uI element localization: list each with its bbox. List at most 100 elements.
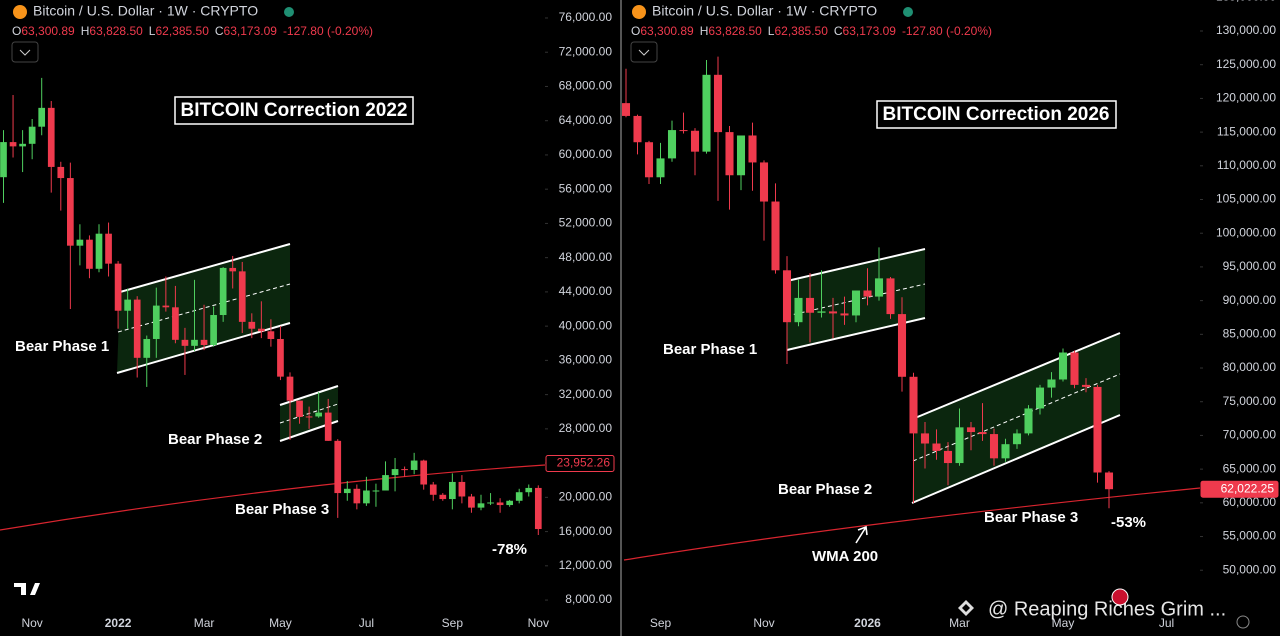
- x-tick-label: Nov: [21, 616, 42, 630]
- y-tick-label: 90,000.00: [1223, 293, 1277, 307]
- candle-body: [181, 339, 189, 346]
- candle-body: [391, 469, 399, 476]
- candle-body: [76, 239, 84, 246]
- y-tick-label: 44,000.00: [559, 284, 613, 298]
- y-tick-label: 135,000.00: [1216, 0, 1276, 3]
- candle-body: [468, 496, 475, 508]
- arrow: [855, 525, 868, 544]
- x-tick-label: Mar: [949, 616, 970, 630]
- candle-body: [38, 107, 46, 127]
- candle-body: [420, 460, 428, 485]
- y-tick-label: 8,000.00: [565, 592, 612, 606]
- annotation: Bear Phase 3: [984, 509, 1078, 526]
- y-tick-label: 40,000.00: [559, 318, 613, 332]
- y-tick-label: 70,000.00: [1223, 428, 1277, 442]
- ohlc-row: O63,300.89 H63,828.50 L62,385.50 C63,173.09…: [631, 24, 992, 38]
- candle-body: [633, 115, 642, 143]
- y-tick-label: 48,000.00: [559, 250, 613, 264]
- candle-body: [515, 492, 523, 501]
- symbol: Bitcoin / U.S. Dollar · 1W · CRYPTO: [652, 3, 877, 19]
- ohlc-value: 63,173.09: [224, 24, 278, 38]
- candle-body: [874, 278, 884, 297]
- candle-body: [286, 376, 294, 401]
- y-tick-label: 85,000.00: [1223, 326, 1277, 340]
- price-label: 23,952.26: [557, 456, 611, 470]
- candle-body: [449, 481, 456, 500]
- settings-icon[interactable]: [1236, 615, 1250, 629]
- candle-body: [1035, 387, 1045, 409]
- candle-body: [1024, 408, 1033, 434]
- candle-body: [267, 331, 275, 339]
- channel-line: [914, 332, 1121, 419]
- price-label-box: [1200, 480, 1279, 498]
- x-tick-label: Jul: [359, 616, 374, 630]
- y-tick-label: 55,000.00: [1223, 529, 1277, 543]
- x-tick-label: May: [1052, 616, 1075, 630]
- x-tick-label: 2022: [105, 616, 132, 630]
- channel: [912, 333, 1120, 503]
- candle-body: [966, 427, 976, 433]
- candle-body: [477, 503, 485, 508]
- y-tick-label: 105,000.00: [1216, 192, 1276, 206]
- candle-body: [86, 239, 93, 269]
- x-tick-label: 2026: [854, 616, 881, 630]
- candle-body: [229, 267, 237, 272]
- ohlc-key: H: [700, 24, 709, 38]
- candle-body: [47, 107, 55, 167]
- price-label-box: [545, 455, 615, 473]
- ohlc-value: 62,385.50: [155, 24, 209, 38]
- candle-body: [152, 305, 160, 339]
- candle-body: [324, 412, 332, 441]
- candle-body: [748, 135, 757, 163]
- candle-body: [679, 130, 688, 132]
- candle-body: [1070, 352, 1079, 385]
- y-tick-label: 68,000.00: [559, 79, 613, 93]
- x-tick-label: Mar: [194, 616, 215, 630]
- candle-body: [133, 299, 141, 358]
- wma-line: [0, 464, 546, 531]
- candle-body: [343, 488, 351, 494]
- candle-body: [1001, 444, 1010, 459]
- y-tick-label: 120,000.00: [1216, 91, 1276, 105]
- candle-body: [805, 297, 815, 313]
- candle-body: [525, 487, 533, 493]
- x-tick-label: May: [269, 616, 292, 630]
- y-tick-label: 12,000.00: [559, 558, 613, 572]
- candle-body: [105, 233, 112, 264]
- candle-body: [759, 162, 769, 202]
- candle-body: [978, 432, 987, 435]
- candle-body: [200, 339, 208, 345]
- candle-body: [143, 338, 151, 358]
- y-tick-label: 52,000.00: [559, 216, 613, 230]
- candle-body: [725, 132, 734, 176]
- candle-body: [0, 142, 7, 178]
- candle-body: [277, 338, 284, 377]
- collapse-button[interactable]: [11, 41, 39, 63]
- candle-body: [305, 416, 313, 418]
- candle-body: [28, 126, 36, 144]
- candle-body: [886, 278, 895, 315]
- candle-body: [95, 233, 103, 269]
- candle-body: [920, 433, 930, 444]
- candle-body: [429, 484, 437, 495]
- x-tick-label: Sep: [650, 616, 672, 630]
- y-tick-label: 115,000.00: [1217, 124, 1276, 138]
- candle-body: [353, 488, 361, 504]
- y-tick-label: 64,000.00: [559, 113, 613, 127]
- candle-body: [487, 502, 494, 504]
- candle-body: [690, 130, 700, 152]
- y-tick-label: 20,000.00: [559, 490, 613, 504]
- ohlc-text: O63,300.89 H63,828.50 L62,385.50 C63,173.09…: [12, 24, 373, 38]
- ohlc-key: H: [81, 24, 90, 38]
- ohlc-row: O63,300.89 H63,828.50 L62,385.50 C63,173.09…: [12, 24, 373, 38]
- y-tick-label: 36,000.00: [559, 353, 613, 367]
- annotation: WMA 200: [812, 548, 878, 565]
- collapse-button[interactable]: [630, 41, 658, 63]
- candle-body: [258, 328, 265, 332]
- candle-body: [771, 201, 780, 271]
- price-label: 62,022.25: [1221, 481, 1275, 495]
- x-tick-label: Nov: [753, 616, 774, 630]
- ohlc-value: 62,385.50: [774, 24, 828, 38]
- chevron: [638, 49, 650, 56]
- ohlc-key: C: [215, 24, 224, 38]
